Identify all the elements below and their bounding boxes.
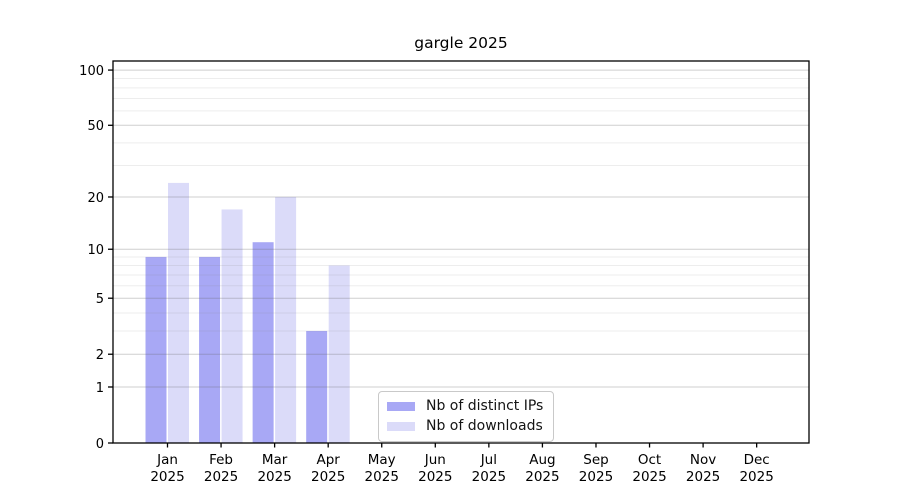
x-tick-label-month-dec: Dec bbox=[744, 452, 770, 468]
bar-distinct-ips-apr bbox=[306, 330, 328, 443]
plot-frame bbox=[112, 60, 810, 444]
bar-distinct-ips-jan bbox=[145, 256, 167, 443]
y-tick-label-5: 5 bbox=[96, 292, 104, 307]
x-tick-label-year-oct: 2025 bbox=[632, 469, 666, 485]
x-tick-label-month-aug: Aug bbox=[529, 452, 555, 468]
x-tick-label-year-nov: 2025 bbox=[686, 469, 720, 485]
x-tick-label-year-jan: 2025 bbox=[150, 469, 184, 485]
x-tick-label-month-feb: Feb bbox=[209, 452, 233, 468]
x-tick-label-month-oct: Oct bbox=[638, 452, 661, 468]
legend: Nb of distinct IPs Nb of downloads bbox=[378, 391, 555, 442]
y-tick-label-100: 100 bbox=[79, 64, 104, 79]
x-tick-label-year-jul: 2025 bbox=[472, 469, 506, 485]
x-tick-label-year-apr: 2025 bbox=[311, 469, 345, 485]
legend-label-distinct-ips: Nb of distinct IPs bbox=[426, 398, 544, 414]
x-tick-label-month-nov: Nov bbox=[690, 452, 716, 468]
bar-downloads-apr bbox=[328, 265, 350, 443]
y-tick-label-50: 50 bbox=[87, 119, 104, 134]
x-tick-label-year-aug: 2025 bbox=[525, 469, 559, 485]
legend-item-downloads: Nb of downloads bbox=[387, 419, 543, 434]
x-tick-label-month-jun: Jun bbox=[424, 452, 446, 468]
x-tick-label-year-sep: 2025 bbox=[579, 469, 613, 485]
y-tick-label-0: 0 bbox=[96, 437, 104, 452]
bar-distinct-ips-mar bbox=[252, 242, 274, 443]
legend-item-distinct-ips: Nb of distinct IPs bbox=[387, 399, 543, 414]
x-tick-label-year-jun: 2025 bbox=[418, 469, 452, 485]
x-tick-label-year-mar: 2025 bbox=[257, 469, 291, 485]
x-tick-label-month-sep: Sep bbox=[583, 452, 608, 468]
y-tick-label-1: 1 bbox=[96, 381, 104, 396]
chart-title: gargle 2025 bbox=[414, 34, 508, 52]
x-tick-label-year-may: 2025 bbox=[365, 469, 399, 485]
x-tick-label-month-apr: Apr bbox=[317, 452, 341, 468]
bar-distinct-ips-feb bbox=[199, 256, 221, 443]
legend-label-downloads: Nb of downloads bbox=[426, 418, 543, 434]
bar-downloads-feb bbox=[221, 209, 243, 443]
bar-downloads-mar bbox=[275, 196, 297, 443]
y-tick-label-20: 20 bbox=[87, 191, 104, 206]
y-tick-label-10: 10 bbox=[87, 243, 104, 258]
bar-downloads-jan bbox=[168, 182, 189, 443]
legend-swatch-distinct-ips bbox=[387, 402, 415, 411]
x-tick-label-month-jul: Jul bbox=[480, 452, 497, 468]
x-tick-label-month-may: May bbox=[368, 452, 396, 468]
x-tick-label-month-mar: Mar bbox=[262, 452, 288, 468]
x-tick-label-year-dec: 2025 bbox=[739, 469, 773, 485]
x-tick-label-year-feb: 2025 bbox=[204, 469, 238, 485]
legend-swatch-downloads bbox=[387, 422, 415, 431]
x-tick-label-month-jan: Jan bbox=[156, 452, 178, 468]
y-tick-label-2: 2 bbox=[96, 348, 104, 363]
